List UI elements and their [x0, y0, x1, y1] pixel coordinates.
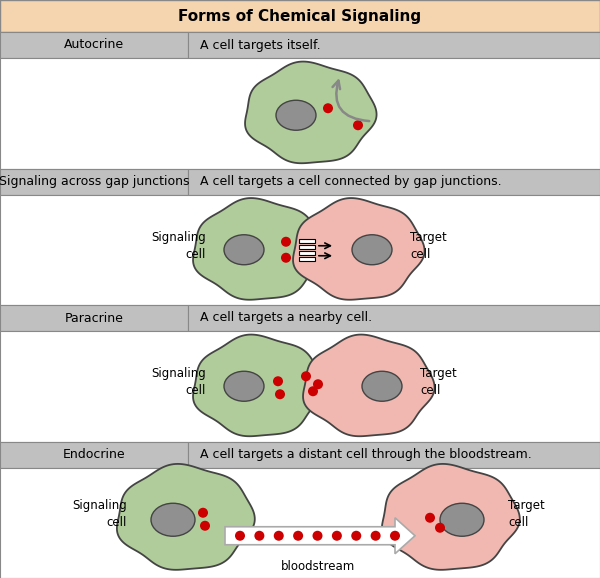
Text: A cell targets itself.: A cell targets itself.	[200, 39, 320, 51]
FancyArrowPatch shape	[332, 80, 369, 121]
Text: A cell targets a distant cell through the bloodstream.: A cell targets a distant cell through th…	[200, 448, 532, 461]
Circle shape	[313, 379, 323, 389]
Bar	[299, 239, 315, 243]
Bar	[0, 442, 188, 468]
Circle shape	[198, 507, 208, 518]
PathPatch shape	[193, 198, 325, 300]
Circle shape	[435, 523, 445, 533]
Circle shape	[371, 531, 380, 541]
PathPatch shape	[293, 198, 425, 300]
Bar	[188, 169, 600, 195]
Bar	[299, 244, 315, 249]
Polygon shape	[225, 518, 415, 554]
Circle shape	[275, 389, 285, 399]
Text: Paracrine: Paracrine	[65, 312, 124, 324]
Bar	[188, 442, 600, 468]
Bar	[188, 32, 600, 58]
FancyArrowPatch shape	[319, 243, 331, 249]
PathPatch shape	[117, 464, 255, 570]
Circle shape	[254, 531, 265, 541]
Text: Forms of Chemical Signaling: Forms of Chemical Signaling	[178, 9, 422, 24]
Text: Target
cell: Target cell	[410, 231, 447, 261]
Circle shape	[313, 531, 323, 541]
PathPatch shape	[193, 335, 325, 436]
Text: Signaling
cell: Signaling cell	[72, 499, 127, 529]
Ellipse shape	[362, 371, 402, 401]
Circle shape	[351, 531, 361, 541]
Bar	[0, 468, 600, 578]
Bar	[0, 58, 600, 169]
Bar	[0, 195, 600, 305]
Text: A cell targets a nearby cell.: A cell targets a nearby cell.	[200, 312, 372, 324]
Text: Signaling
cell: Signaling cell	[151, 231, 206, 261]
Bar	[299, 251, 315, 255]
Bar	[188, 305, 600, 331]
PathPatch shape	[382, 464, 520, 570]
Circle shape	[353, 120, 363, 130]
Circle shape	[281, 253, 291, 263]
Text: Signaling
cell: Signaling cell	[151, 367, 206, 397]
Text: Signaling across gap junctions: Signaling across gap junctions	[0, 175, 189, 188]
Circle shape	[281, 237, 291, 247]
Ellipse shape	[440, 503, 484, 536]
Ellipse shape	[224, 235, 264, 265]
Circle shape	[308, 386, 318, 397]
Circle shape	[323, 103, 333, 113]
Text: Endocrine: Endocrine	[62, 448, 125, 461]
Circle shape	[273, 376, 283, 386]
Circle shape	[390, 531, 400, 541]
Text: Target
cell: Target cell	[508, 499, 545, 529]
Circle shape	[274, 531, 284, 541]
Circle shape	[235, 531, 245, 541]
FancyArrowPatch shape	[319, 253, 331, 258]
Ellipse shape	[276, 100, 316, 130]
Circle shape	[301, 371, 311, 381]
Ellipse shape	[151, 503, 195, 536]
Bar	[0, 32, 188, 58]
Bar	[299, 257, 315, 261]
Text: Target
cell: Target cell	[420, 367, 457, 397]
Bar	[0, 0, 600, 32]
Text: Autocrine: Autocrine	[64, 39, 124, 51]
PathPatch shape	[245, 61, 377, 163]
Bar	[0, 331, 600, 442]
Text: bloodstream: bloodstream	[280, 560, 355, 573]
Circle shape	[200, 521, 210, 531]
Circle shape	[293, 531, 303, 541]
Text: A cell targets a cell connected by gap junctions.: A cell targets a cell connected by gap j…	[200, 175, 502, 188]
PathPatch shape	[303, 335, 434, 436]
Bar	[0, 169, 188, 195]
Ellipse shape	[224, 371, 264, 401]
Ellipse shape	[352, 235, 392, 265]
Circle shape	[425, 513, 435, 523]
Bar	[0, 305, 188, 331]
Circle shape	[332, 531, 342, 541]
